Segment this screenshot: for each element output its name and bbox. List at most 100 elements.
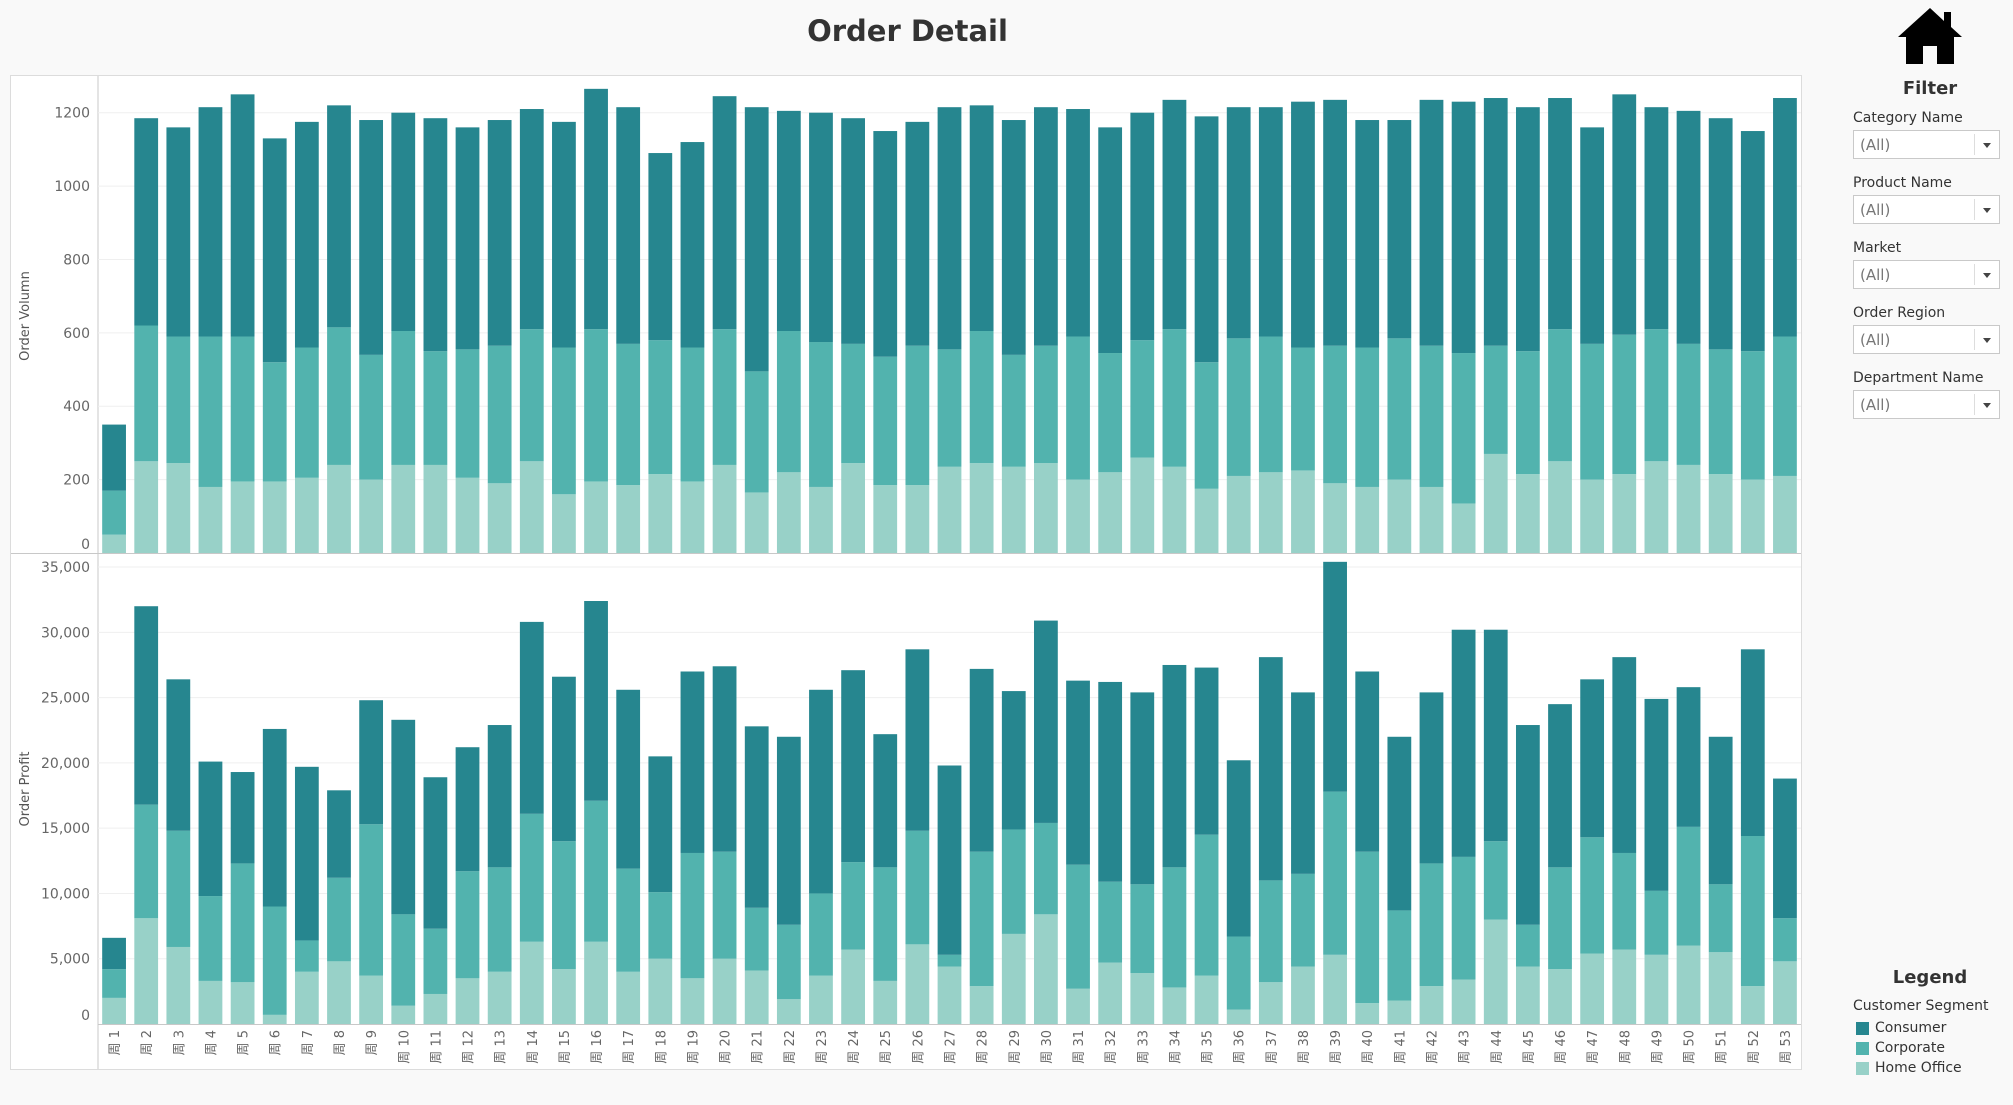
bar-corporate[interactable] — [1162, 329, 1187, 467]
bar-consumer[interactable] — [1194, 667, 1219, 835]
bar-consumer[interactable] — [327, 790, 351, 878]
bar-corporate[interactable] — [1162, 867, 1187, 988]
bar-home-office[interactable] — [584, 481, 608, 553]
bar-consumer[interactable] — [487, 725, 512, 868]
bar-consumer[interactable] — [1098, 681, 1123, 882]
bar-home-office[interactable] — [134, 461, 159, 553]
bar-home-office[interactable] — [519, 461, 544, 553]
bar-corporate[interactable] — [1001, 354, 1026, 467]
bar-home-office[interactable] — [262, 1014, 287, 1024]
bar-corporate[interactable] — [1355, 347, 1380, 487]
bar-home-office[interactable] — [841, 949, 865, 1024]
bar-consumer[interactable] — [1291, 692, 1315, 874]
bar-consumer[interactable] — [1130, 692, 1155, 885]
bar-corporate[interactable] — [1580, 343, 1605, 480]
bar-consumer[interactable] — [487, 120, 512, 346]
bar-consumer[interactable] — [841, 118, 865, 344]
bar-home-office[interactable] — [294, 971, 319, 1024]
bar-consumer[interactable] — [455, 747, 480, 872]
bar-home-office[interactable] — [809, 975, 833, 1024]
bar-corporate[interactable] — [102, 490, 126, 535]
bar-home-office[interactable] — [873, 980, 898, 1024]
bar-consumer[interactable] — [102, 424, 126, 491]
bar-corporate[interactable] — [552, 841, 576, 970]
bar-consumer[interactable] — [905, 649, 930, 831]
bar-corporate[interactable] — [1098, 881, 1123, 963]
bar-corporate[interactable] — [198, 896, 223, 981]
bar-consumer[interactable] — [680, 142, 705, 348]
bar-corporate[interactable] — [1130, 884, 1155, 974]
bar-corporate[interactable] — [1194, 834, 1219, 976]
bar-consumer[interactable] — [1708, 736, 1733, 885]
bar-consumer[interactable] — [134, 606, 159, 805]
bar-home-office[interactable] — [616, 485, 641, 553]
bar-corporate[interactable] — [841, 343, 865, 464]
bar-home-office[interactable] — [1483, 453, 1508, 553]
category-name-dropdown[interactable]: (All) — [1853, 130, 2000, 159]
bar-home-office[interactable] — [1773, 475, 1797, 553]
bar-home-office[interactable] — [1773, 961, 1797, 1024]
bar-corporate[interactable] — [712, 851, 737, 959]
bar-home-office[interactable] — [1580, 479, 1605, 553]
bar-corporate[interactable] — [873, 867, 898, 981]
bar-home-office[interactable] — [1323, 483, 1347, 553]
bar-consumer[interactable] — [969, 105, 994, 332]
bar-consumer[interactable] — [1676, 687, 1701, 827]
bar-corporate[interactable] — [1258, 880, 1283, 983]
bar-consumer[interactable] — [1001, 120, 1026, 355]
bar-home-office[interactable] — [616, 971, 641, 1024]
bar-corporate[interactable] — [969, 331, 994, 464]
bar-consumer[interactable] — [230, 94, 255, 337]
bar-consumer[interactable] — [1291, 101, 1315, 348]
bar-home-office[interactable] — [1323, 954, 1347, 1024]
bar-consumer[interactable] — [134, 118, 159, 326]
bar-home-office[interactable] — [487, 483, 512, 553]
bar-home-office[interactable] — [134, 918, 159, 1024]
bar-corporate[interactable] — [552, 347, 576, 495]
bar-corporate[interactable] — [1548, 867, 1572, 970]
bar-corporate[interactable] — [1130, 340, 1155, 458]
bar-corporate[interactable] — [680, 347, 705, 482]
bar-consumer[interactable] — [166, 127, 191, 337]
bar-consumer[interactable] — [648, 153, 673, 341]
bar-home-office[interactable] — [1098, 472, 1123, 553]
chevron-down-icon[interactable] — [1983, 403, 1991, 408]
bar-corporate[interactable] — [327, 877, 351, 962]
bar-corporate[interactable] — [519, 329, 544, 462]
bar-consumer[interactable] — [1098, 127, 1123, 354]
bar-consumer[interactable] — [1515, 725, 1540, 925]
bar-consumer[interactable] — [1162, 664, 1187, 868]
bar-consumer[interactable] — [1034, 620, 1058, 823]
bar-corporate[interactable] — [1708, 349, 1733, 475]
bar-home-office[interactable] — [1676, 464, 1701, 553]
bar-home-office[interactable] — [744, 492, 769, 553]
bar-consumer[interactable] — [680, 671, 705, 853]
bar-home-office[interactable] — [423, 993, 448, 1024]
bar-corporate[interactable] — [423, 928, 448, 994]
bar-home-office[interactable] — [327, 961, 351, 1024]
bar-consumer[interactable] — [1580, 679, 1605, 838]
bar-corporate[interactable] — [359, 354, 384, 480]
bar-corporate[interactable] — [134, 804, 159, 919]
chevron-down-icon[interactable] — [1983, 273, 1991, 278]
bar-home-office[interactable] — [262, 481, 287, 553]
bar-consumer[interactable] — [1740, 649, 1765, 836]
bar-home-office[interactable] — [1291, 470, 1315, 553]
home-button[interactable] — [1896, 6, 1964, 66]
bar-consumer[interactable] — [1226, 107, 1251, 339]
chevron-down-icon[interactable] — [1983, 208, 1991, 213]
bar-corporate[interactable] — [969, 851, 994, 987]
bar-consumer[interactable] — [1323, 99, 1347, 346]
bar-home-office[interactable] — [841, 463, 865, 553]
bar-consumer[interactable] — [1355, 120, 1380, 348]
bar-corporate[interactable] — [1740, 351, 1765, 480]
bar-corporate[interactable] — [1323, 791, 1347, 955]
bar-consumer[interactable] — [1387, 120, 1412, 339]
bar-home-office[interactable] — [1162, 987, 1187, 1024]
bar-consumer[interactable] — [1451, 101, 1476, 354]
bar-consumer[interactable] — [1451, 629, 1476, 857]
bar-home-office[interactable] — [776, 472, 801, 553]
bar-home-office[interactable] — [1001, 466, 1026, 553]
bar-corporate[interactable] — [648, 892, 673, 959]
bar-consumer[interactable] — [102, 937, 126, 970]
